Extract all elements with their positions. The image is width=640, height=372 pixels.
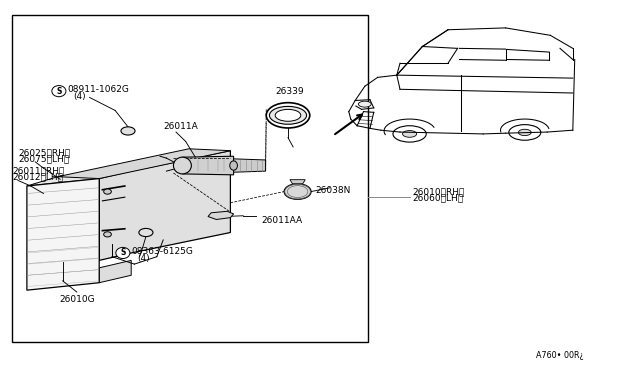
- Ellipse shape: [518, 129, 531, 135]
- Polygon shape: [99, 151, 230, 260]
- Ellipse shape: [275, 109, 301, 121]
- Ellipse shape: [358, 101, 371, 107]
- Text: 26011AA: 26011AA: [261, 216, 302, 225]
- Polygon shape: [234, 159, 266, 172]
- Polygon shape: [99, 260, 131, 283]
- Ellipse shape: [104, 232, 111, 237]
- Bar: [12, 15, 368, 342]
- Text: 26010〈RH〉: 26010〈RH〉: [413, 187, 465, 196]
- Text: 26011A: 26011A: [163, 122, 198, 131]
- Polygon shape: [27, 171, 131, 186]
- Ellipse shape: [104, 189, 111, 194]
- Text: A760• 00R¿: A760• 00R¿: [536, 351, 584, 360]
- Polygon shape: [27, 179, 99, 290]
- Polygon shape: [182, 156, 234, 175]
- Ellipse shape: [230, 161, 237, 170]
- Polygon shape: [290, 180, 305, 184]
- Ellipse shape: [269, 106, 307, 124]
- Polygon shape: [208, 211, 234, 219]
- Ellipse shape: [393, 126, 426, 142]
- Text: 26339: 26339: [275, 87, 304, 96]
- Ellipse shape: [266, 103, 310, 128]
- Text: 26025〈RH〉: 26025〈RH〉: [18, 149, 70, 158]
- Text: 26010G: 26010G: [60, 295, 95, 304]
- Polygon shape: [58, 149, 230, 179]
- Ellipse shape: [284, 184, 311, 199]
- Text: (4): (4): [73, 92, 86, 101]
- Text: 26011〈RH〉: 26011〈RH〉: [13, 167, 65, 176]
- Ellipse shape: [403, 131, 417, 137]
- Text: 08911-1062G: 08911-1062G: [68, 85, 130, 94]
- Ellipse shape: [52, 86, 66, 97]
- Ellipse shape: [116, 247, 130, 259]
- Text: 26060〈LH〉: 26060〈LH〉: [413, 193, 464, 202]
- Text: 26038N: 26038N: [315, 186, 350, 195]
- Ellipse shape: [139, 228, 153, 237]
- Ellipse shape: [121, 127, 135, 135]
- Ellipse shape: [173, 157, 191, 174]
- Ellipse shape: [509, 125, 541, 140]
- Text: S: S: [56, 87, 61, 96]
- Text: 08363-6125G: 08363-6125G: [132, 247, 194, 256]
- Text: S: S: [120, 248, 125, 257]
- Text: 26075〈LH〉: 26075〈LH〉: [18, 155, 69, 164]
- Text: 26012〈LH〉: 26012〈LH〉: [13, 173, 64, 182]
- Text: (4): (4): [137, 254, 150, 263]
